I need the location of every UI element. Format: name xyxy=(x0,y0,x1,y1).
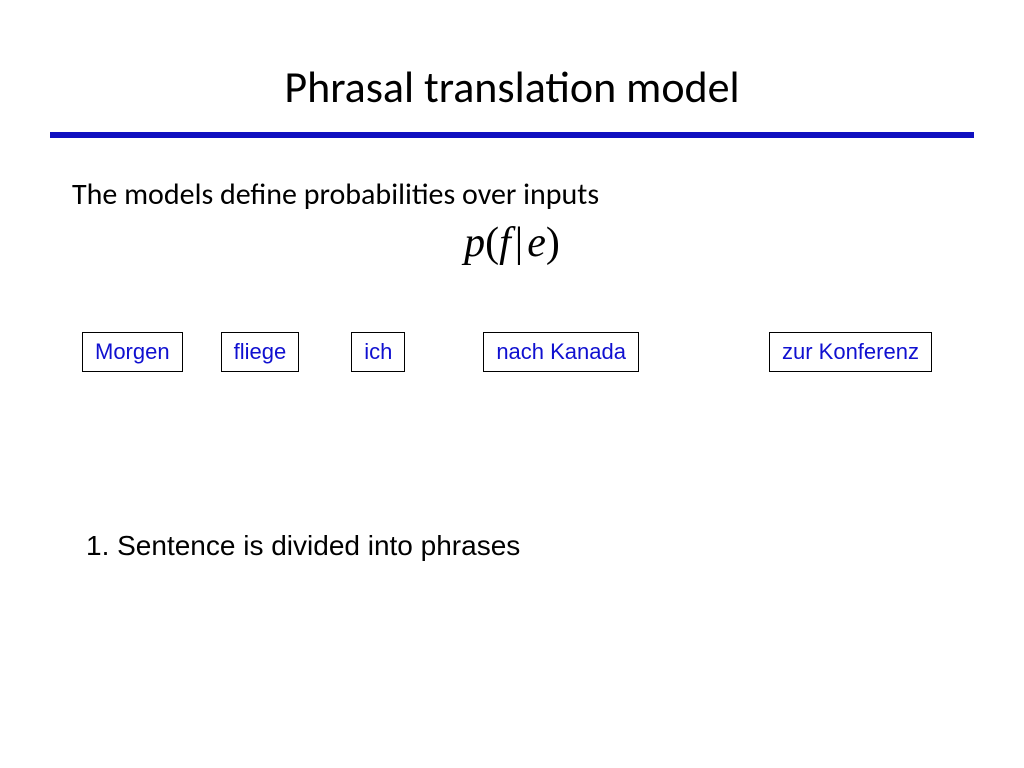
phrase-row: Morgen fliege ich nach Kanada zur Konferenz xyxy=(82,332,942,372)
probability-formula: p(f|e) xyxy=(0,219,1024,267)
step-text: 1. Sentence is divided into phrases xyxy=(86,530,520,562)
phrase-box: Morgen xyxy=(82,332,183,372)
title-underline xyxy=(50,132,974,138)
slide-title: Phrasal translation model xyxy=(0,0,1024,114)
phrase-box: nach Kanada xyxy=(483,332,639,372)
formula-f: f xyxy=(499,220,511,266)
formula-p: p xyxy=(464,220,485,266)
formula-close-paren: ) xyxy=(546,220,560,266)
phrase-box: zur Konferenz xyxy=(769,332,932,372)
phrase-box: ich xyxy=(351,332,405,372)
formula-bar: | xyxy=(511,220,527,266)
intro-text: The models define probabilities over inp… xyxy=(72,176,1024,213)
phrase-box: fliege xyxy=(221,332,300,372)
formula-open-paren: ( xyxy=(485,220,499,266)
formula-e: e xyxy=(527,220,546,266)
